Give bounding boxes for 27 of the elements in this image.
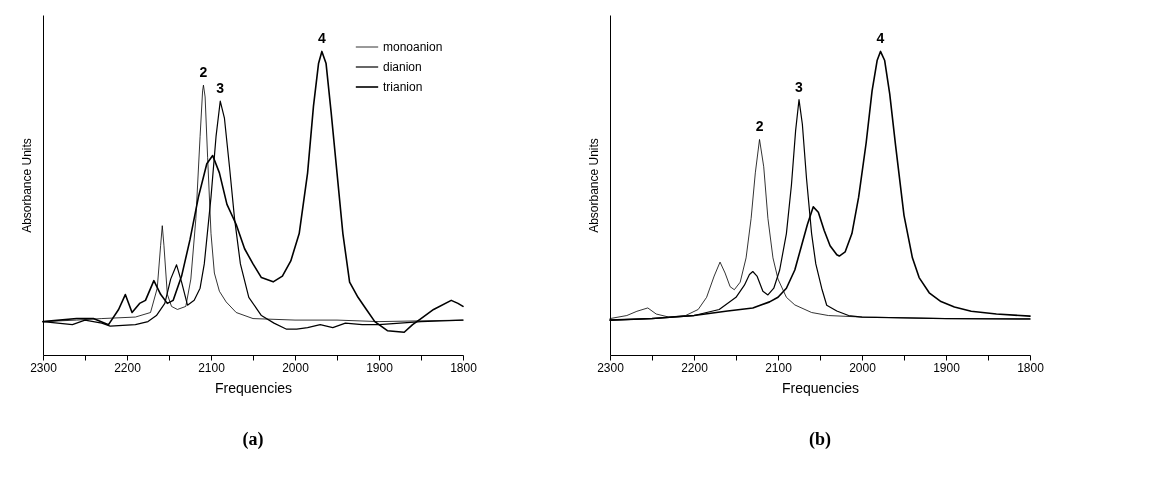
- text: (b): [809, 429, 831, 450]
- x-tick-label: 2200: [114, 360, 142, 375]
- x-tick-label: 2000: [282, 360, 310, 375]
- x-tick-label: 2200: [681, 360, 709, 375]
- x-tick-label: 2300: [30, 360, 58, 375]
- x-tick-label: 1900: [933, 360, 961, 375]
- legend-label: dianion: [383, 60, 422, 74]
- annotation: 2: [199, 64, 208, 81]
- legend-label: trianion: [383, 80, 423, 94]
- x-axis-title: Frequencies: [781, 379, 860, 396]
- x-tick-label: 1900: [366, 360, 394, 375]
- annotation: 3: [216, 80, 225, 97]
- text: (a): [242, 429, 264, 450]
- annotation: 4: [876, 30, 885, 47]
- x-tick-label: 2100: [198, 360, 226, 375]
- x-tick-label: 1800: [1017, 360, 1045, 375]
- x-tick-label: 1800: [450, 360, 478, 375]
- x-tick-label: 2100: [765, 360, 793, 375]
- annotation: 3: [795, 78, 804, 95]
- x-axis-title: Frequencies: [214, 379, 293, 396]
- annotation: 2: [755, 118, 764, 135]
- legend-label: monoanion: [383, 40, 443, 54]
- y-axis-title: Absorbance Units: [586, 138, 601, 233]
- x-tick-label: 2000: [849, 360, 877, 375]
- y-axis-title: Absorbance Units: [19, 138, 34, 233]
- annotation: 4: [317, 30, 326, 47]
- x-tick-label: 2300: [597, 360, 625, 375]
